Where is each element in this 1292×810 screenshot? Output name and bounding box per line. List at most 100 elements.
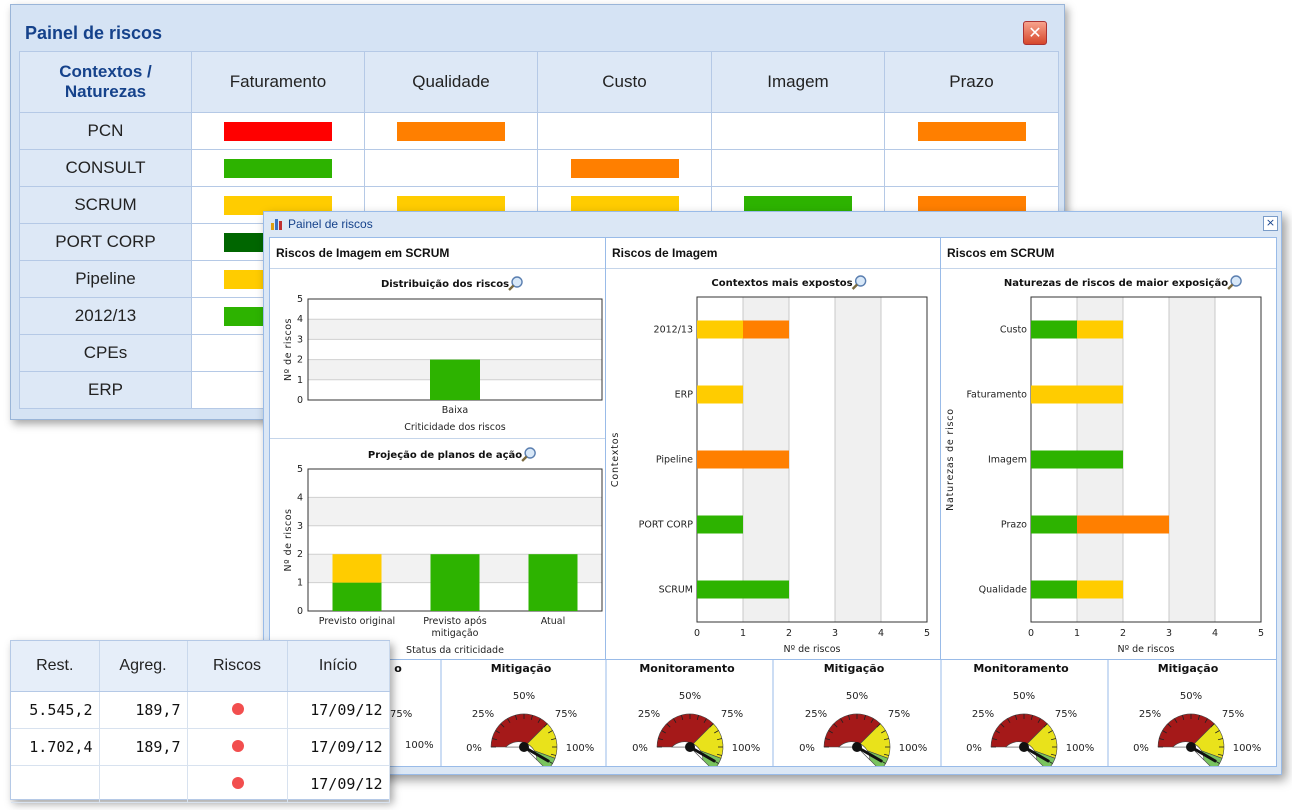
- gauge-tick: [1215, 730, 1220, 734]
- column-header[interactable]: Qualidade: [364, 51, 538, 113]
- x-tick-label: 2: [1120, 628, 1126, 639]
- risk-level-bar[interactable]: [397, 122, 505, 141]
- bar: [697, 320, 743, 339]
- y-tick-label: 4: [297, 314, 303, 325]
- risk-level-bar[interactable]: [917, 122, 1026, 141]
- gauge-label: 50%: [846, 691, 868, 702]
- gauge-tick: [696, 715, 699, 721]
- grid-column-header[interactable]: Rest.: [11, 641, 100, 692]
- bar: [743, 320, 789, 339]
- grid-cell-riscos: [187, 691, 288, 729]
- risk-level-bar[interactable]: [570, 159, 679, 178]
- row-header[interactable]: PCN: [19, 112, 192, 150]
- matrix-cell[interactable]: [884, 149, 1059, 187]
- zoom-icon[interactable]: [521, 447, 536, 462]
- matrix-cell[interactable]: [537, 149, 712, 187]
- gauge-tick: [1217, 738, 1223, 741]
- grid-row[interactable]: 1.702,4 189,7 17/09/12: [11, 728, 390, 766]
- zoom-icon[interactable]: [851, 275, 867, 290]
- row-header[interactable]: 2012/13: [19, 297, 192, 335]
- gauge-tick: [530, 715, 533, 721]
- gauge-tick: [716, 753, 722, 756]
- bar: [430, 554, 480, 611]
- gauge-label: 75%: [721, 709, 743, 720]
- matrix-cell[interactable]: [537, 112, 712, 150]
- close-icon[interactable]: ×: [1263, 216, 1278, 231]
- matrix-row: PCN: [19, 112, 1059, 150]
- gauge-label: 100%: [566, 743, 595, 754]
- gauge-tick: [1037, 718, 1041, 723]
- column-header[interactable]: Prazo: [884, 51, 1059, 113]
- gauge-label: 75%: [1222, 709, 1244, 720]
- x-axis-label: Criticidade dos riscos: [404, 422, 505, 433]
- x-axis-label: Status da criticidade: [406, 645, 504, 656]
- zoom-icon[interactable]: [1227, 275, 1242, 290]
- matrix-cell[interactable]: [884, 112, 1059, 150]
- column-header[interactable]: Custo: [537, 51, 712, 113]
- matrix-cell[interactable]: [711, 149, 885, 187]
- matrix-cell[interactable]: [191, 112, 365, 150]
- bar: [697, 580, 789, 599]
- window-titlebar[interactable]: Painel de riscos ×: [264, 212, 1281, 236]
- row-header[interactable]: SCRUM: [19, 186, 192, 224]
- gauge-tick: [863, 715, 866, 721]
- bar: [1031, 515, 1077, 534]
- gauge-red-zone: [823, 713, 881, 748]
- risk-level-bar[interactable]: [224, 159, 332, 178]
- gauge-tick: [876, 723, 881, 728]
- gauge-tick: [881, 730, 886, 734]
- data-grid: Rest. Agreg. Riscos Início 5.545,2 189,7 17/0…: [10, 640, 390, 803]
- row-header[interactable]: CPEs: [19, 334, 192, 372]
- column-header[interactable]: Faturamento: [191, 51, 365, 113]
- gauge-tick: [495, 730, 500, 734]
- grid-column-header[interactable]: Agreg.: [99, 641, 188, 692]
- risk-level-bar[interactable]: [917, 196, 1026, 215]
- row-header[interactable]: Pipeline: [19, 260, 192, 298]
- bar: [697, 515, 743, 534]
- grid-row[interactable]: 5.545,2 189,7 17/09/12: [11, 691, 390, 729]
- gauge-label: 100%: [1233, 743, 1262, 754]
- gauge-label: 25%: [805, 709, 827, 720]
- gauge-tick: [681, 715, 684, 721]
- gauge-tick: [1000, 723, 1005, 728]
- matrix-cell[interactable]: [191, 149, 365, 187]
- column-header[interactable]: Imagem: [711, 51, 885, 113]
- bar: [1031, 450, 1123, 469]
- gauge-tick: [673, 718, 677, 723]
- risk-level-bar[interactable]: [397, 196, 505, 215]
- y-tick-label: 1: [297, 578, 303, 589]
- gauge-tick: [828, 730, 833, 734]
- grid-row[interactable]: 17/09/12: [11, 765, 390, 803]
- close-icon[interactable]: ✕: [1023, 21, 1047, 45]
- grid-column-header[interactable]: Início: [287, 641, 390, 692]
- row-header[interactable]: PORT CORP: [19, 223, 192, 261]
- window-titlebar[interactable]: Painel de riscos ✕: [11, 5, 1064, 51]
- y-tick-label: 3: [297, 334, 303, 345]
- y-tick-label: ERP: [675, 390, 694, 401]
- risk-level-bar[interactable]: [744, 196, 852, 215]
- corner-header-line1: Contextos /: [59, 62, 152, 81]
- gauge-tick: [1050, 753, 1056, 756]
- risk-level-bar[interactable]: [224, 196, 332, 215]
- gauge-tick: [1174, 718, 1178, 723]
- gauge-tick: [1210, 723, 1215, 728]
- grid-column-header[interactable]: Riscos: [187, 641, 288, 692]
- bar: [430, 359, 480, 400]
- risk-level-bar[interactable]: [224, 122, 332, 141]
- y-axis-label: Nº de riscos: [283, 509, 294, 572]
- row-header[interactable]: CONSULT: [19, 149, 192, 187]
- zoom-icon[interactable]: [508, 276, 523, 291]
- matrix-cell[interactable]: [364, 149, 538, 187]
- grid-cell-inicio: 17/09/12: [287, 765, 390, 803]
- gauge-pivot: [1019, 742, 1029, 752]
- bar: [1031, 580, 1077, 599]
- matrix-cell[interactable]: [364, 112, 538, 150]
- y-tick-label: Qualidade: [979, 585, 1027, 596]
- matrix-cell[interactable]: [711, 112, 885, 150]
- grid-cell-rest: 1.702,4: [11, 728, 100, 766]
- chart-title: Contextos mais expostos: [711, 278, 852, 289]
- y-tick-label: SCRUM: [659, 585, 693, 596]
- x-axis-label: Nº de riscos: [784, 644, 841, 655]
- row-header[interactable]: ERP: [19, 371, 192, 409]
- risk-level-bar[interactable]: [570, 196, 679, 215]
